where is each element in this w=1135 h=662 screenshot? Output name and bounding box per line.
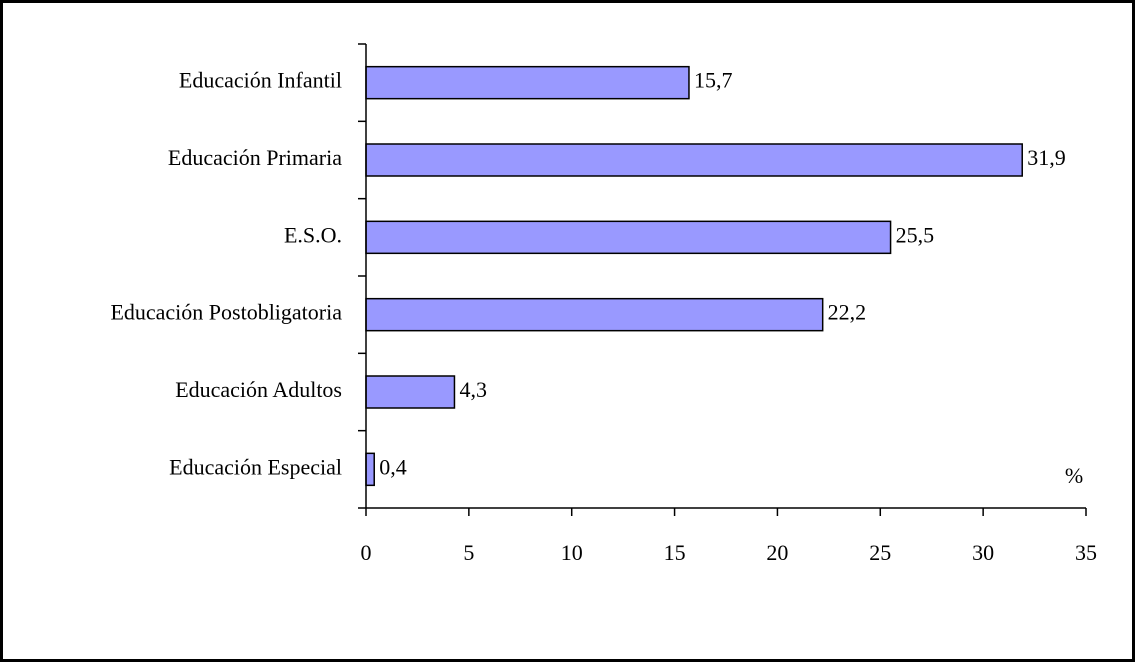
- bar: [365, 220, 892, 255]
- y-tick-label: Educación Postobligatoria: [110, 300, 342, 325]
- x-tick-label: 15: [664, 540, 686, 565]
- x-tick-label: 25: [869, 540, 891, 565]
- value-label: 22,2: [828, 300, 867, 325]
- x-tick-label: 20: [766, 540, 788, 565]
- bar: [365, 452, 375, 487]
- x-tick-label: 10: [561, 540, 583, 565]
- x-tick-label: 30: [972, 540, 994, 565]
- y-tick-label: Educación Infantil: [179, 68, 342, 93]
- x-axis-label: %: [1065, 463, 1083, 488]
- value-label: 15,7: [694, 68, 733, 93]
- bar: [365, 65, 690, 100]
- value-label: 0,4: [379, 454, 407, 479]
- y-tick-label: Educación Adultos: [175, 377, 342, 402]
- x-tick-label: 5: [463, 540, 474, 565]
- value-label: 25,5: [896, 222, 935, 247]
- x-tick-label: 35: [1075, 540, 1097, 565]
- x-tick-label: 0: [361, 540, 372, 565]
- bar: [365, 375, 456, 409]
- value-label: 31,9: [1027, 145, 1066, 170]
- bar: [365, 143, 1023, 177]
- y-tick-label: Educación Primaria: [168, 145, 342, 170]
- value-label: 4,3: [459, 377, 487, 402]
- bar: [365, 297, 824, 332]
- y-tick-label: Educación Especial: [169, 454, 342, 479]
- y-tick-label: E.S.O.: [284, 222, 342, 247]
